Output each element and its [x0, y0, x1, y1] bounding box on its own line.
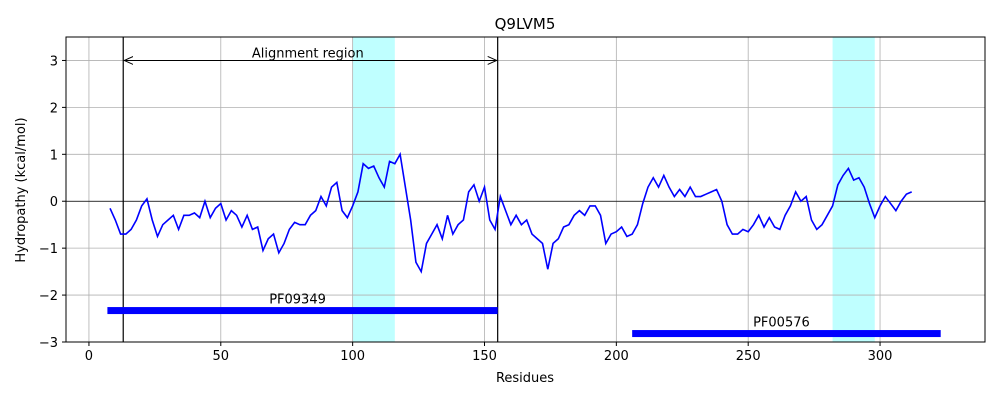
x-tick-label: 50 — [213, 349, 230, 364]
y-tick-label: −3 — [39, 336, 58, 351]
y-tick-label: −2 — [39, 289, 58, 304]
domain-label: PF09349 — [269, 293, 326, 308]
hydropathy-line — [109, 151, 913, 274]
x-axis-label: Residues — [496, 371, 554, 386]
y-tick-label: 3 — [50, 54, 58, 69]
x-tick-label: 0 — [85, 349, 93, 364]
x-tick-label: 150 — [472, 349, 497, 364]
y-axis-label: Hydropathy (kcal/mol) — [14, 117, 29, 262]
x-tick-label: 100 — [340, 349, 365, 364]
chart-title: Q9LVM5 — [495, 15, 556, 33]
highlight-span — [832, 37, 875, 342]
y-tick-label: 1 — [50, 148, 58, 163]
annotation: Alignment region — [252, 46, 364, 61]
y-tick-label: 2 — [50, 101, 58, 116]
plot-frame — [65, 36, 986, 343]
domain-bar — [632, 330, 941, 338]
x-tick-label: 250 — [736, 349, 761, 364]
x-tick-label: 200 — [604, 349, 629, 364]
highlight-span — [352, 37, 395, 342]
domain-label: PF00576 — [753, 316, 810, 331]
domain-bar — [107, 307, 498, 315]
y-tick-label: 0 — [50, 195, 58, 210]
y-tick-label: −1 — [39, 242, 58, 257]
x-tick-label: 300 — [868, 349, 893, 364]
